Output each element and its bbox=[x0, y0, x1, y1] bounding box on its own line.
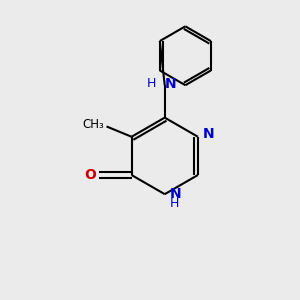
Text: N: N bbox=[203, 128, 215, 141]
Text: O: O bbox=[84, 168, 96, 182]
Text: N: N bbox=[170, 187, 182, 201]
Text: CH₃: CH₃ bbox=[82, 118, 104, 130]
Text: H: H bbox=[170, 197, 179, 210]
Text: N: N bbox=[165, 77, 176, 91]
Text: H: H bbox=[147, 77, 157, 90]
